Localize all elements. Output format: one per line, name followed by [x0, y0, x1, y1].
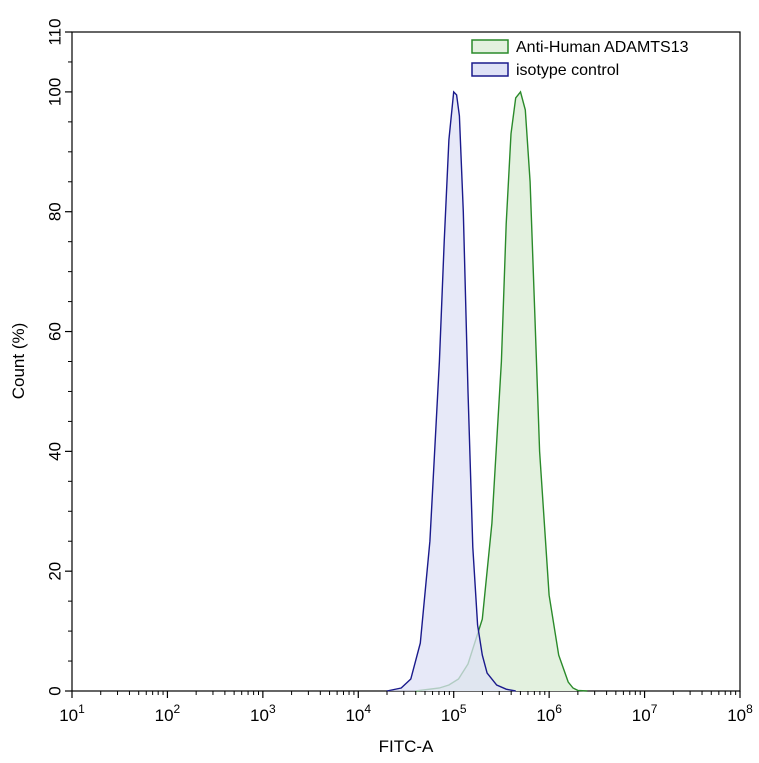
x-tick-label: 106 — [536, 702, 562, 725]
y-tick-label: 60 — [46, 322, 65, 341]
y-tick-label: 20 — [46, 562, 65, 581]
series-line-isotype-control — [386, 90, 516, 692]
y-tick-label: 110 — [46, 18, 65, 45]
x-tick-label: 105 — [441, 702, 467, 725]
plot-area — [71, 31, 741, 692]
x-tick-label: 107 — [632, 702, 658, 725]
x-axis-title: FITC-A — [379, 737, 434, 756]
series-layer — [386, 90, 588, 692]
y-tick-label: 0 — [46, 686, 65, 695]
y-tick-label: 100 — [46, 78, 65, 106]
legend-swatch-anti-human-adamts13 — [471, 39, 509, 54]
x-tick-label: 103 — [250, 702, 276, 725]
x-tick-label: 108 — [727, 702, 753, 725]
series-fill-anti-human-adamts13 — [415, 91, 588, 691]
y-tick-label: 40 — [46, 442, 65, 461]
legend-swatch-isotype-control — [471, 62, 509, 77]
x-tick-label: 104 — [345, 702, 371, 725]
legend-label-isotype-control: isotype control — [516, 62, 619, 79]
y-axis-title: Count (%) — [9, 323, 28, 400]
x-tick-label: 101 — [59, 702, 85, 725]
legend-label-anti-human-adamts13: Anti-Human ADAMTS13 — [516, 39, 689, 56]
y-tick-label: 80 — [46, 202, 65, 221]
axes-layer: 0 20 40 60 80 100 110 101 102 103 104 105 106 107 108 — [46, 18, 754, 725]
x-tick-label: 102 — [155, 702, 181, 725]
legend: Anti-Human ADAMTS13 isotype control — [471, 39, 689, 79]
series-fill-isotype-control — [386, 91, 516, 691]
